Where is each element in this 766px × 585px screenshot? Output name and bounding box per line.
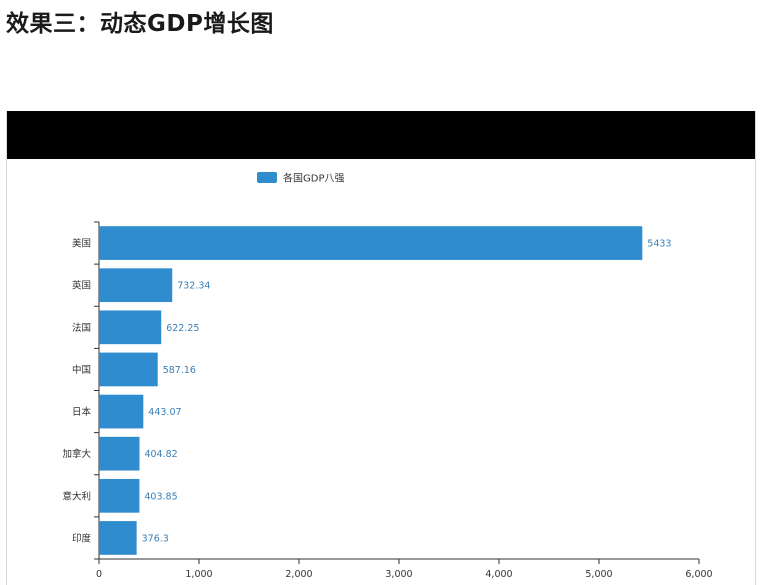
page-title: 效果三：动态GDP增长图 xyxy=(6,11,274,37)
value-label: 732.34 xyxy=(177,281,210,292)
x-tick-label: 4,000 xyxy=(485,569,512,580)
category-label: 英国 xyxy=(72,280,91,292)
category-label: 印度 xyxy=(72,532,92,544)
x-tick-label: 3,000 xyxy=(385,569,412,580)
x-tick-label: 6,000 xyxy=(685,569,712,580)
legend-label: 各国GDP八强 xyxy=(283,172,344,185)
legend-swatch xyxy=(257,172,277,183)
value-label: 443.07 xyxy=(148,407,181,418)
x-tick-label: 0 xyxy=(96,569,102,580)
gdp-bar-chart: 各国GDP八强 0 1,000 2,000 3,000 4,000 5,000 6,000 美… xyxy=(62,172,713,581)
x-tick-label: 5,000 xyxy=(585,569,612,580)
x-tick-label: 2,000 xyxy=(285,569,312,580)
bar[interactable] xyxy=(99,521,137,555)
category-label: 美国 xyxy=(72,238,91,250)
category-label: 日本 xyxy=(72,406,92,418)
bar[interactable] xyxy=(99,310,162,345)
bar[interactable] xyxy=(99,394,144,429)
x-tick-label: 1,000 xyxy=(185,569,212,580)
bar[interactable] xyxy=(99,352,158,387)
legend[interactable]: 各国GDP八强 xyxy=(257,172,344,185)
category-label: 法国 xyxy=(72,322,91,334)
value-label: 376.3 xyxy=(142,533,169,544)
bar[interactable] xyxy=(99,226,643,260)
axes: 0 1,000 2,000 3,000 4,000 5,000 6,000 美国英国法国中国日… xyxy=(62,221,713,580)
category-label: 加拿大 xyxy=(62,448,91,460)
value-label: 587.16 xyxy=(163,365,196,376)
value-label: 622.25 xyxy=(166,323,199,334)
category-label: 中国 xyxy=(72,364,91,376)
top-bar xyxy=(7,111,755,159)
value-label: 5433 xyxy=(647,239,671,250)
bar[interactable] xyxy=(99,436,140,471)
bars: 5433 732.34 622.25 587.16 443.07 404.82 403.85… xyxy=(99,226,671,555)
category-label: 意大利 xyxy=(62,490,91,502)
bar[interactable] xyxy=(99,268,173,303)
bar[interactable] xyxy=(99,478,140,513)
chart-frame: 各国GDP八强 0 1,000 2,000 3,000 4,000 5,000 6,000 美… xyxy=(6,111,756,585)
value-label: 404.82 xyxy=(144,449,177,460)
value-label: 403.85 xyxy=(144,491,177,502)
